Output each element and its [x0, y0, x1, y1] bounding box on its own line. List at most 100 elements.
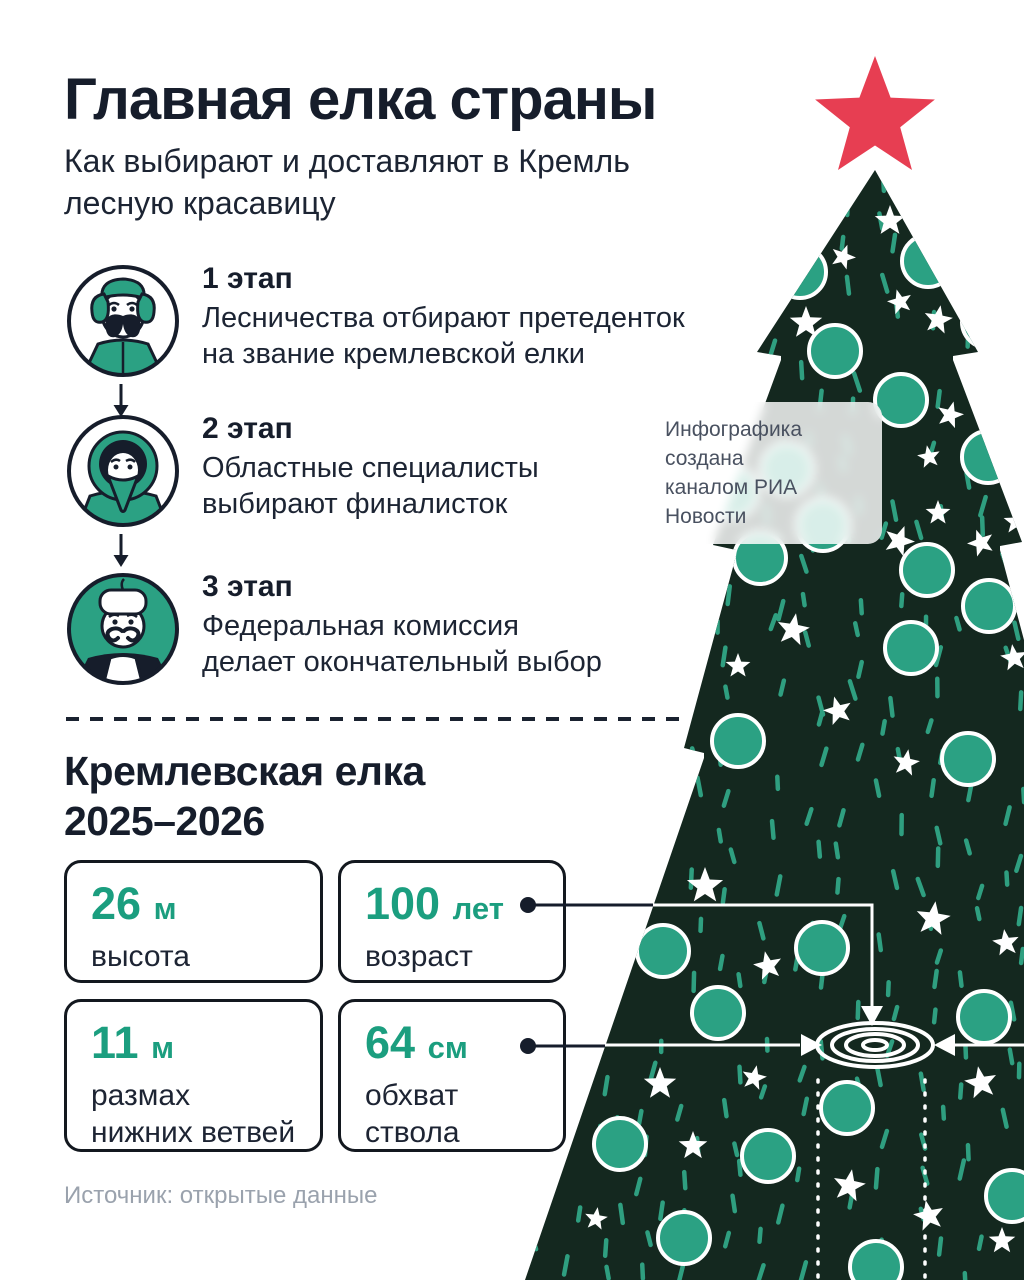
- bauble-ornament: [883, 620, 939, 676]
- bauble-ornament: [984, 1168, 1024, 1224]
- stat-label: обхват ствола: [365, 1077, 563, 1151]
- stat-unit: см: [427, 1030, 468, 1065]
- stat-number: 26: [91, 878, 142, 929]
- stat-label: высота: [91, 938, 320, 975]
- stat-number: 11: [91, 1017, 139, 1068]
- text-line: возраст: [365, 940, 473, 973]
- bauble-ornament: [960, 429, 1016, 485]
- bauble-ornament: [807, 323, 863, 379]
- star-ornament: [938, 401, 964, 429]
- bauble-ornament: [794, 920, 850, 976]
- text-line: выбирают финалисток: [202, 488, 508, 520]
- stage-description: Федеральная комиссия делает окончательный…: [202, 608, 777, 680]
- star-ornament: [924, 305, 953, 334]
- bauble-ornament: [899, 542, 955, 598]
- source-note: Источник: открытые данные: [64, 1182, 378, 1209]
- text-line: высота: [91, 940, 190, 973]
- star-ornament: [834, 1169, 866, 1202]
- star-ornament: [823, 696, 851, 725]
- star-ornament: [893, 749, 920, 776]
- bauble-ornament: [656, 1210, 712, 1266]
- star-ornament: [887, 289, 911, 315]
- text-line: Инфографика создана: [665, 418, 803, 470]
- star-ornament: [885, 526, 915, 557]
- star-ornament: [967, 529, 993, 557]
- stage-text: 2 этап Областные специалисты выбирают фина…: [202, 412, 777, 522]
- bauble-ornament: [960, 294, 1016, 350]
- specialist-in-hood-icon: [64, 412, 182, 530]
- star-ornament: [988, 1227, 1016, 1253]
- text-line: размах: [91, 1079, 191, 1112]
- bauble-ornament: [848, 1239, 904, 1280]
- commissioner-in-fur-hat-icon: [64, 570, 182, 688]
- star-ornament: [925, 500, 951, 524]
- stage-description: Лесничества отбирают претеденток на звани…: [202, 300, 777, 372]
- star-ornament: [832, 244, 856, 270]
- text-line: делает окончательный выбор: [202, 646, 602, 678]
- stat-number: 64: [365, 1017, 416, 1068]
- stat-card-возраст: 100 лет возраст: [338, 860, 566, 983]
- stage-label: 3 этап: [202, 570, 293, 603]
- star-ornament: [585, 1207, 608, 1230]
- trunk-rings-icon: [815, 1021, 935, 1069]
- star-ornament: [643, 1067, 677, 1098]
- text-line: каналом РИА Новости: [665, 476, 798, 528]
- star-ornament: [1003, 509, 1024, 533]
- bauble-ornament: [740, 1128, 796, 1184]
- arrow-down-icon: [110, 534, 132, 568]
- commissioner-avatar: [67, 573, 179, 685]
- stat-card-высота: 26 м высота: [64, 860, 323, 983]
- star-ornament: [778, 613, 810, 646]
- connector-age: [520, 897, 883, 1026]
- star-ornament: [992, 929, 1019, 956]
- stage-description: Областные специалисты выбирают финалисток: [202, 450, 777, 522]
- text-line: Областные специалисты: [202, 452, 539, 484]
- dashed-divider: [66, 717, 686, 721]
- stat-card-обхват: 64 см обхват ствола: [338, 999, 566, 1152]
- star-ornament: [1000, 644, 1024, 671]
- text-line: Как выбирают и доставляют в Кремль: [64, 143, 630, 179]
- star-ornament: [753, 951, 781, 980]
- star-ornament: [789, 306, 823, 337]
- red-star-topper: [815, 56, 935, 170]
- stage-label: 1 этап: [202, 262, 293, 295]
- bauble-ornament: [592, 1116, 648, 1172]
- stage-text: 1 этап Лесничества отбирают претеденток на…: [202, 262, 777, 372]
- text-line: лесную красавицу: [64, 185, 336, 221]
- stat-label: размах нижних ветвей: [91, 1077, 320, 1151]
- attribution-badge: Инфографика создана каналом РИА Новости: [648, 402, 882, 544]
- text-line: Лесничества отбирают претеденток: [202, 302, 685, 334]
- star-ornament: [874, 205, 906, 234]
- bauble-ornament: [690, 985, 746, 1041]
- star-ornament: [917, 445, 940, 468]
- bauble-ornament: [710, 713, 766, 769]
- bauble-ornament: [873, 372, 929, 428]
- page-subtitle: Как выбирают и доставляют в Кремль лесную…: [64, 140, 630, 224]
- stat-label: возраст: [365, 938, 563, 975]
- stage-text: 3 этап Федеральная комиссия делает окончат…: [202, 570, 777, 680]
- bauble-ornament: [956, 989, 1012, 1045]
- stage-label: 2 этап: [202, 412, 293, 445]
- stat-value: 11 м: [91, 1018, 320, 1073]
- arrow-down-icon: [110, 384, 132, 418]
- stat-unit: м: [151, 1030, 175, 1065]
- bauble-ornament: [961, 578, 1017, 634]
- section-title: Кремлевская елка 2025–2026: [64, 746, 425, 846]
- stat-number: 100: [365, 878, 441, 929]
- bauble-ornament: [772, 244, 828, 300]
- star-ornament: [686, 867, 724, 902]
- bauble-ornament: [635, 923, 691, 979]
- text-line: обхват: [365, 1079, 459, 1112]
- text-line: Кремлевская елка: [64, 748, 425, 794]
- trunk-guides: [816, 1078, 927, 1280]
- star-ornament: [916, 901, 951, 935]
- page-title: Главная елка страны: [64, 67, 657, 132]
- star-ornament: [678, 1131, 708, 1159]
- stat-value: 64 см: [365, 1018, 563, 1073]
- stat-card-размах: 11 м размах нижних ветвей: [64, 999, 323, 1152]
- stat-unit: лет: [452, 891, 504, 926]
- specialist-avatar: [67, 415, 179, 527]
- stat-value: 26 м: [91, 879, 320, 934]
- bauble-ornament: [819, 1080, 875, 1136]
